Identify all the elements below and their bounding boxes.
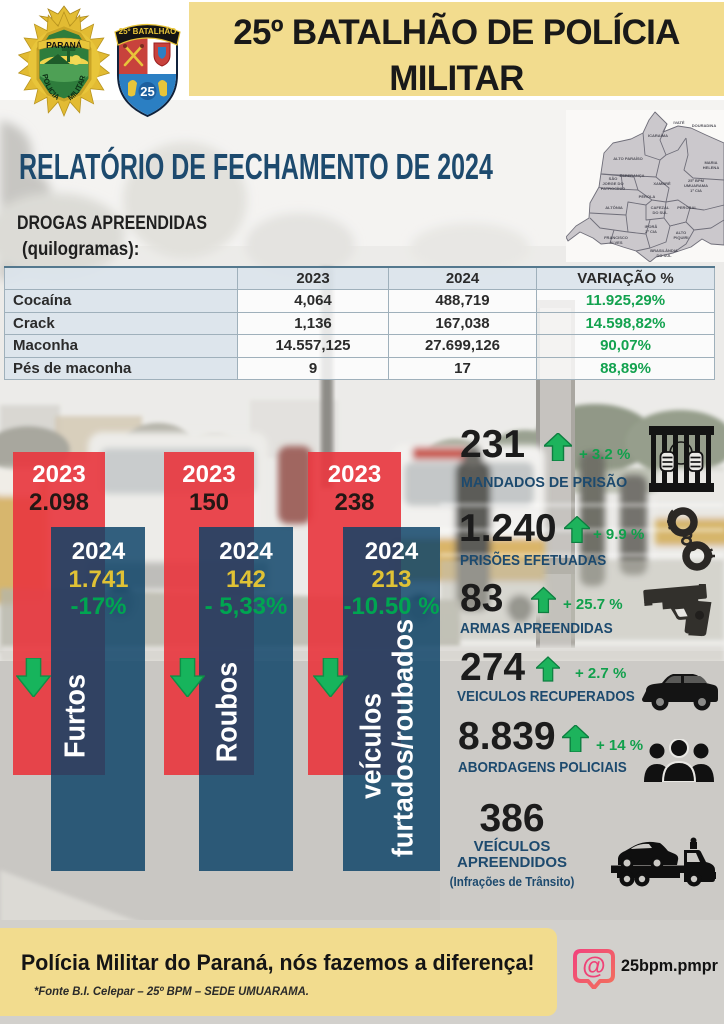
svg-text:DOURADINA: DOURADINA [692,123,717,128]
svg-text:SÃO: SÃO [609,176,618,181]
svg-text:ICARAÍMA: ICARAÍMA [648,133,668,138]
svg-text:ALTO PARAÍSO: ALTO PARAÍSO [613,156,643,161]
svg-text:PARANÁ: PARANÁ [46,40,82,50]
svg-text:HELENA: HELENA [703,165,720,170]
svg-text:XAMBRÊ: XAMBRÊ [653,181,671,186]
svg-text:PEROBAL: PEROBAL [677,205,697,210]
svg-text:@: @ [582,953,605,980]
svg-text:25º BPM: 25º BPM [688,178,705,183]
svg-text:2ª CIA: 2ª CIA [645,229,657,234]
svg-text:IVATÉ: IVATÉ [673,120,685,125]
svg-text:MARIA: MARIA [704,160,717,165]
svg-text:DO SUL: DO SUL [652,210,668,215]
svg-text:ALTÔNIA: ALTÔNIA [605,205,623,210]
svg-text:PIQUIRI: PIQUIRI [674,235,689,240]
svg-text:PATROCÍNIO: PATROCÍNIO [601,186,626,191]
svg-text:PÉROLA: PÉROLA [639,194,656,199]
svg-text:FRANCISCO: FRANCISCO [604,235,628,240]
svg-text:IPORÃ: IPORÃ [645,224,658,229]
svg-text:25º BATALHÃO: 25º BATALHÃO [119,27,177,36]
svg-text:ESPERANÇA: ESPERANÇA [619,173,644,178]
svg-text:JORGE DO: JORGE DO [602,181,623,186]
svg-text:DO SUL: DO SUL [656,253,672,258]
svg-text:ALTO: ALTO [676,230,687,235]
svg-text:25: 25 [140,84,154,99]
svg-text:UMUARAMA: UMUARAMA [684,183,708,188]
svg-text:1ª CIA: 1ª CIA [690,188,702,193]
svg-text:ALVES: ALVES [609,240,622,245]
svg-text:BRASILÂNDIA: BRASILÂNDIA [650,248,678,253]
svg-text:CAFEZAL: CAFEZAL [651,205,670,210]
